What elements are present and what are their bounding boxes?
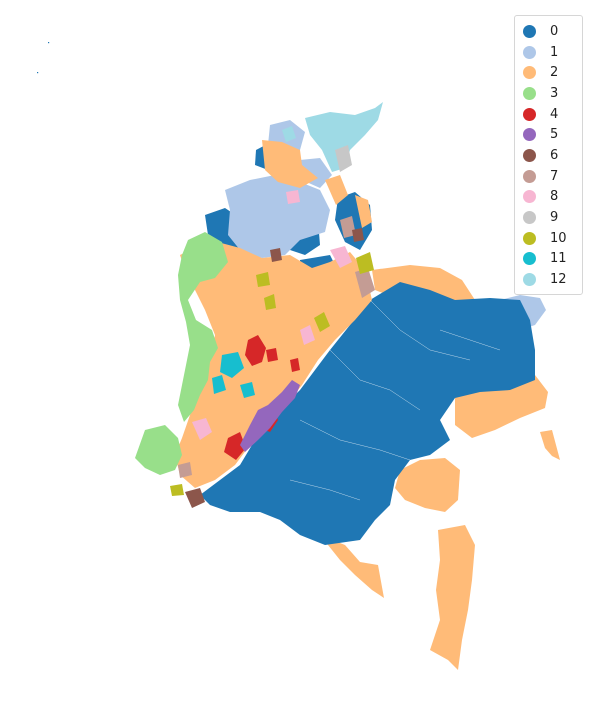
legend-item: 10 — [523, 228, 582, 249]
legend-marker — [523, 128, 536, 141]
legend-label: 3 — [550, 86, 558, 101]
legend-label: 7 — [550, 169, 558, 184]
legend-marker — [523, 66, 536, 79]
legend-marker — [523, 252, 536, 265]
legend-marker — [523, 149, 536, 162]
legend-item: 3 — [523, 83, 582, 104]
legend: 0 1 2 3 4 5 6 7 8 9 10 11 — [514, 15, 583, 295]
legend-label: 8 — [550, 189, 558, 204]
legend-item: 8 — [523, 187, 582, 208]
legend-item: 2 — [523, 62, 582, 83]
legend-marker — [523, 232, 536, 245]
legend-marker — [523, 190, 536, 203]
legend-label: 10 — [550, 231, 567, 246]
legend-item: 4 — [523, 104, 582, 125]
legend-marker — [523, 211, 536, 224]
islands — [37, 42, 49, 73]
legend-marker — [523, 273, 536, 286]
legend-marker — [523, 87, 536, 100]
legend-label: 4 — [550, 107, 558, 122]
legend-label: 12 — [550, 272, 567, 287]
legend-label: 5 — [550, 127, 558, 142]
legend-label: 2 — [550, 65, 558, 80]
legend-item: 7 — [523, 166, 582, 187]
legend-label: 0 — [550, 24, 558, 39]
legend-marker — [523, 46, 536, 59]
legend-item: 0 — [523, 21, 582, 42]
legend-item: 1 — [523, 42, 582, 63]
legend-label: 6 — [550, 148, 558, 163]
legend-marker — [523, 25, 536, 38]
legend-item: 5 — [523, 124, 582, 145]
legend-marker — [523, 170, 536, 183]
legend-item: 11 — [523, 249, 582, 270]
legend-label: 9 — [550, 210, 558, 225]
legend-label: 11 — [550, 251, 567, 266]
legend-label: 1 — [550, 45, 558, 60]
legend-item: 6 — [523, 145, 582, 166]
legend-marker — [523, 108, 536, 121]
legend-item: 12 — [523, 269, 582, 290]
legend-item: 9 — [523, 207, 582, 228]
